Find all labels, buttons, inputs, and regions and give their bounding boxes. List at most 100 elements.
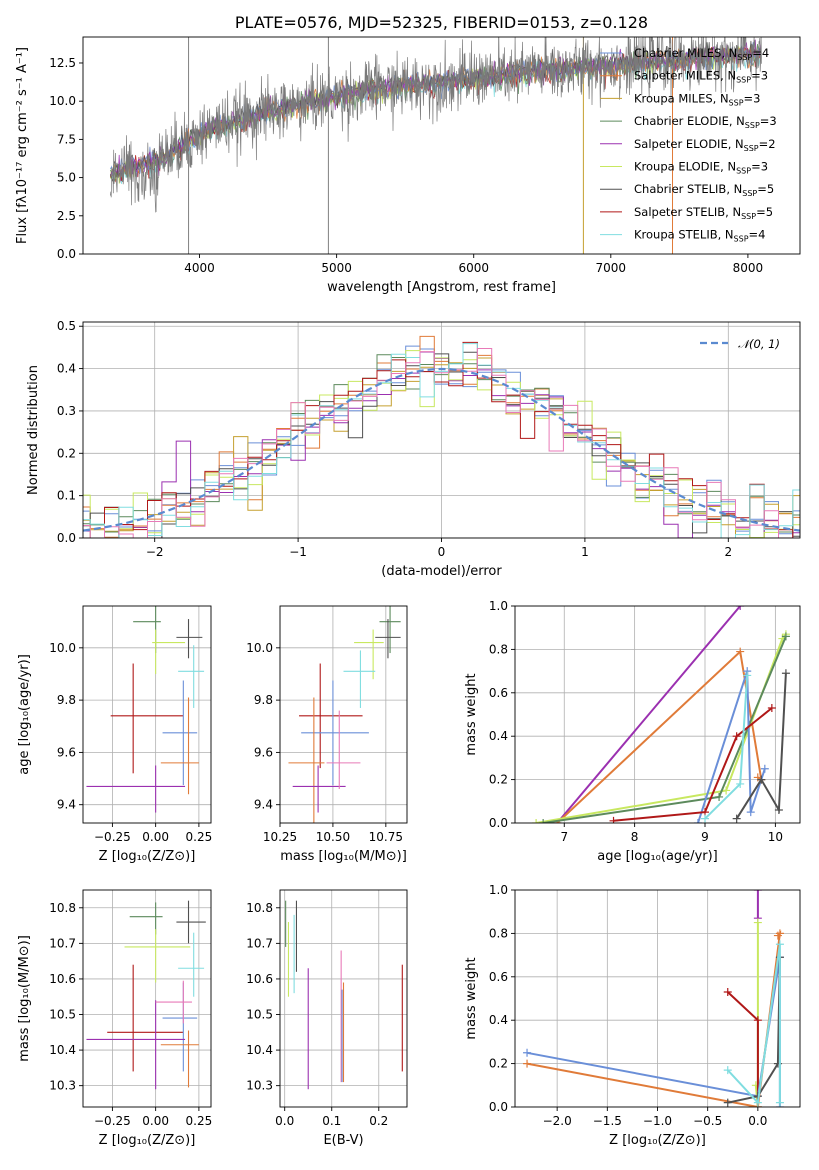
residuals-ytick-label: 0.5 (57, 319, 76, 333)
residuals-ylabel: Normed distribution (26, 365, 41, 495)
mass_weight_vs_Z-ytick-label: 0.8 (489, 926, 508, 940)
age_vs_Z-ytick-label: 9.4 (57, 798, 76, 812)
mass_weight_vs_age-series-salpeter_elodie (556, 606, 741, 823)
histogram-salpeter_miles (83, 335, 800, 538)
legend-label-main: Kroupa MILES, N (634, 91, 729, 105)
mass_vs_Z-frame (82, 889, 212, 1108)
legend-label-sub: SSP (745, 121, 760, 130)
mass_weight_vs_age-marker-chabrier_miles (760, 764, 769, 773)
legend-label-suffix: =3 (751, 160, 768, 174)
mass_weight_vs_Z-marker-chabrier_miles (523, 1048, 532, 1057)
mass_weight_vs_age-marker-chabrier_miles (693, 819, 702, 823)
legend-label: Chabrier MILES, NSSP=4 (634, 46, 769, 62)
mass_weight_vs_Z-marker-salpeter_miles (773, 931, 782, 940)
histogram-salpeter_stelib (83, 341, 800, 538)
legend-label-main: Chabrier STELIB, N (634, 182, 742, 196)
mass_weight_vs_Z-xtick-label: 0.0 (748, 1114, 767, 1128)
mass_weight_vs_age-marker-chabrier_stelib (774, 805, 783, 814)
mass_vs_Z-xlabel: Z [log₁₀(Z/Z⊙)] (99, 1133, 196, 1148)
legend-label: Kroupa ELODIE, NSSP=3 (634, 160, 768, 176)
spectrum-ytick-label: 0.0 (57, 247, 76, 261)
legend-label-suffix: =3 (751, 69, 768, 83)
mass_weight_vs_age-ytick-label: 0.8 (489, 642, 508, 656)
mass_weight_vs_age-marker-salpeter_stelib (732, 732, 741, 741)
age_vs_Z-ytick-label: 9.8 (57, 693, 76, 707)
mass_weight_vs_Z-xtick-label: −1.0 (643, 1114, 672, 1128)
mass_vs_ebv-xtick-label: 0.0 (275, 1114, 294, 1128)
normal-legend-label: 𝒩(0, 1) (738, 337, 780, 351)
legend-label-main: Salpeter ELODIE, N (634, 137, 744, 151)
residuals-xtick-label: −1 (289, 545, 307, 559)
spectrum-observed (110, 37, 762, 213)
mass_weight_vs_age-marker-kroupa_elodie (722, 786, 731, 795)
legend-label-suffix: =3 (744, 91, 761, 105)
legend-label: Chabrier ELODIE, NSSP=3 (634, 114, 777, 130)
mass_weight_vs_Z-xlabel: Z [log₁₀(Z/Z⊙)] (609, 1133, 706, 1148)
spectrum-xtick-label: 7000 (596, 261, 627, 275)
legend-label: Salpeter ELODIE, NSSP=2 (634, 137, 776, 153)
mass_weight_vs_Z-xtick-label: −0.5 (693, 1114, 722, 1128)
mass_weight_vs_Z-ytick-label: 0.2 (489, 1057, 508, 1071)
spectrum-plot-area (110, 37, 762, 254)
mass_weight_vs_Z-series-kroupa_elodie (754, 922, 759, 1107)
age_vs_Z-xtick-label: 0.25 (186, 830, 213, 844)
mass_vs_Z-ytick-label: 10.6 (49, 972, 76, 986)
histogram-chabrier_miles (83, 345, 800, 538)
mass_vs_ebv-frame (279, 889, 408, 1108)
mass_weight_vs_age-ytick-label: 0.0 (489, 816, 508, 830)
mass_weight_vs_age-marker-kroupa_stelib (736, 779, 745, 788)
legend-label: Chabrier STELIB, NSSP=5 (634, 182, 774, 198)
mass_weight_vs_age-marker-chabrier_stelib (732, 814, 741, 823)
mass_vs_ebv-xlabel: E(B-V) (323, 1133, 363, 1148)
age_vs_mass-ytick-label: 9.4 (254, 798, 273, 812)
legend-label: Salpeter MILES, NSSP=3 (634, 69, 768, 85)
residuals-ytick-label: 0.2 (57, 446, 76, 460)
mass_weight_vs_Z-marker-chabrier_stelib (723, 1098, 732, 1107)
mass_weight_vs_Z-marker-salpeter_stelib (753, 1016, 762, 1025)
mass_weight_vs_Z-ytick-label: 0.6 (489, 970, 508, 984)
legend-label: Kroupa MILES, NSSP=3 (634, 91, 760, 107)
mass_weight_vs_age-plot-area (515, 606, 800, 823)
spectrum-panel: PLATE=0576, MJD=52325, FIBERID=0153, z=0… (15, 13, 801, 295)
mass_weight_vs_age-marker-salpeter_elodie (736, 606, 745, 610)
legend-label-main: Kroupa ELODIE, N (634, 160, 736, 174)
age_vs_mass-ytick-label: 9.6 (254, 745, 273, 759)
spectrum-title: PLATE=0576, MJD=52325, FIBERID=0153, z=0… (235, 13, 648, 32)
mass_vs_Z-ytick-label: 10.5 (49, 1008, 76, 1022)
mass_weight_vs_age-series-salpeter_miles (556, 649, 763, 823)
plot-layer: PLATE=0576, MJD=52325, FIBERID=0153, z=0… (15, 13, 801, 1148)
mass_weight_vs_Z-ytick-label: 0.4 (489, 1013, 508, 1027)
mass_vs_Z-xtick-label: −0.25 (94, 1114, 131, 1128)
mass_weight_vs_Z-marker-kroupa_stelib (723, 1066, 732, 1075)
mass_weight_vs_age-xtick-label: 8 (631, 830, 639, 844)
age_vs_Z-panel: −0.25 0.00 0.25 9.4 9.6 9.8 10.0 Z [log₁₀(Z/Z⊙)… (17, 605, 213, 864)
mass_weight_vs_age-marker-kroupa_elodie (532, 819, 541, 823)
legend-label-suffix: =4 (752, 46, 769, 60)
spectrum-ytick-label: 7.5 (57, 132, 76, 146)
histogram-kroupa_stelib (83, 343, 800, 538)
mass_weight_vs_Z-series-kroupa_stelib (726, 944, 781, 1105)
mass_weight_vs_age-series-salpeter_stelib (613, 707, 773, 822)
mass_weight_vs_Z-marker-kroupa_stelib (753, 1098, 762, 1107)
legend-label-main: Salpeter MILES, N (634, 69, 736, 83)
mass_vs_Z-ytick-label: 10.7 (49, 936, 76, 950)
mass_vs_ebv-ytick-label: 10.6 (246, 972, 273, 986)
spectrum-frame (82, 36, 801, 255)
mass_vs_Z-plot-area (83, 890, 211, 1107)
residuals-xlabel: (data-model)/error (381, 564, 502, 579)
residuals-panel: 𝒩(0, 1) −2 −1 0 1 2 0.0 0.1 0.2 0.3 0.4 0.5 (data-mo… (26, 319, 801, 579)
mass_vs_Z-ylabel: mass [log₁₀(M/M⊙)] (17, 935, 32, 1062)
mass_weight_vs_age-marker-salpeter_miles (736, 647, 745, 656)
legend-label-suffix: =5 (756, 205, 773, 219)
spectrum-ylabel: Flux [fλ10⁻¹⁷ erg cm⁻² s⁻¹ A⁻¹] (15, 47, 30, 244)
mass_vs_ebv-ytick-label: 10.4 (246, 1043, 273, 1057)
mass_weight_vs_age-ytick-label: 1.0 (489, 599, 508, 613)
age_vs_Z-ylabel: age [log₁₀(age/yr)] (17, 654, 32, 775)
age_vs_mass-xtick-label: 10.50 (316, 830, 350, 844)
mass_weight_vs_Z-panel: −2.0 −1.5 −1.0 −0.5 0.0 0.0 0.2 0.4 0.6 0.8 1.0 Z [… (464, 883, 801, 1148)
age_vs_Z-xtick-label: −0.25 (94, 830, 131, 844)
legend-label-main: Kroupa STELIB, N (634, 228, 734, 242)
mass_weight_vs_Z-ytick-label: 1.0 (489, 883, 508, 897)
